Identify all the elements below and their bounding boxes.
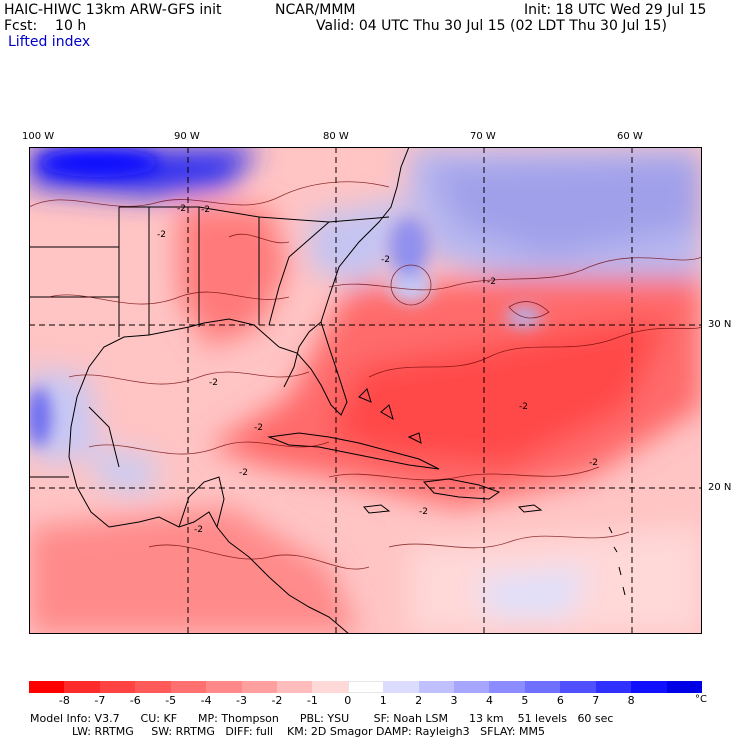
- contour-lines: [29, 181, 702, 570]
- colorbar-tick-label: 3: [450, 694, 458, 707]
- colorbar-cell: [454, 681, 490, 693]
- contour-label: -2: [381, 255, 390, 265]
- colorbar-unit: °C: [695, 694, 707, 705]
- colorbar-tick-label: 7: [592, 694, 600, 707]
- colorbar-tick-label: 1: [379, 694, 387, 707]
- lon-label-80w: 80 W: [323, 131, 349, 142]
- organization-label: NCAR/MMM: [275, 2, 356, 18]
- colorbar-tick-label: -7: [94, 694, 106, 707]
- colorbar-tick-label: 2: [415, 694, 423, 707]
- contour-label: -2: [157, 230, 166, 240]
- contour-label: -2: [519, 402, 528, 412]
- field-name: Lifted index: [8, 34, 91, 50]
- contour-labels: -2 -2 -2 -2 -2 -2 -2 -2 -2 -2 -2 -2: [157, 204, 598, 535]
- lat-label-30n: 30 N: [708, 319, 732, 330]
- colorbar-tick-label: -6: [129, 694, 141, 707]
- colorbar-tick-label: 5: [521, 694, 529, 707]
- lat-label-20n: 20 N: [708, 482, 732, 493]
- colorbar-tick-label: -8: [58, 694, 70, 707]
- contour-label: -2: [209, 378, 218, 388]
- field-shading: [29, 147, 702, 634]
- colorbar-tick-label: 0: [344, 694, 352, 707]
- colorbar-tick-label: 8: [627, 694, 635, 707]
- colorbar-cell: [489, 681, 526, 693]
- valid-time: Valid: 04 UTC Thu 30 Jul 15 (02 LDT Thu …: [316, 18, 667, 34]
- colorbar-cell: [524, 681, 561, 693]
- colorbar-cell: [99, 681, 136, 693]
- contour-label: -2: [201, 205, 210, 215]
- colorbar-cell: [347, 681, 384, 693]
- lon-label-70w: 70 W: [470, 131, 496, 142]
- init-time: Init: 18 UTC Wed 29 Jul 15: [524, 2, 707, 18]
- forecast-hour: Fcst: 10 h: [4, 18, 87, 34]
- colorbar-cell: [135, 681, 172, 693]
- colorbar-tick-label: -1: [306, 694, 318, 707]
- colorbar-tick-label: 6: [556, 694, 564, 707]
- colorbar-cell: [595, 681, 632, 693]
- colorbar-tick-label: -4: [200, 694, 212, 707]
- contour-label: -2: [239, 468, 248, 478]
- model-info-line1: Model Info: V3.7 CU: KF MP: Thompson PBL…: [30, 712, 614, 725]
- colorbar-cell: [241, 681, 278, 693]
- contour-label: -2: [589, 458, 598, 468]
- colorbar-cell: [383, 681, 420, 693]
- colorbar-cell: [418, 681, 455, 693]
- lon-label-90w: 90 W: [174, 131, 200, 142]
- contour-label: -2: [487, 277, 496, 287]
- colorbar-cell: [276, 681, 313, 693]
- lat-lon-grid: [29, 147, 702, 634]
- map-frame: [29, 147, 702, 634]
- contour-label: -2: [194, 525, 203, 535]
- colorbar-tick-label: -3: [236, 694, 247, 707]
- model-info-line2: LW: RRTMG SW: RRTMG DIFF: full KM: 2D Sm…: [30, 725, 545, 738]
- colorbar-cell: [666, 681, 703, 693]
- colorbar-cell: [29, 681, 65, 693]
- contour-label: -2: [177, 204, 186, 214]
- contour-label: -2: [419, 507, 428, 517]
- colorbar-cell: [312, 681, 349, 693]
- model-title: HAIC-HIWC 13km ARW-GFS init: [4, 2, 222, 18]
- lon-label-100w: 100 W: [22, 131, 55, 142]
- colorbar-cell: [206, 681, 242, 693]
- contour-label: -2: [254, 423, 263, 433]
- colorbar-tick-label: -5: [165, 694, 177, 707]
- lon-label-60w: 60 W: [617, 131, 643, 142]
- colorbar-cell: [631, 681, 668, 693]
- lifted-index-map: -2 -2 -2 -2 -2 -2 -2 -2 -2 -2 -2 -2: [29, 147, 702, 634]
- colorbar-tick-label: -2: [271, 694, 283, 707]
- colorbar-cell: [170, 681, 207, 693]
- colorbar-cell: [560, 681, 597, 693]
- colorbar-tick-label: 4: [485, 694, 493, 707]
- colorbar-cell: [64, 681, 101, 693]
